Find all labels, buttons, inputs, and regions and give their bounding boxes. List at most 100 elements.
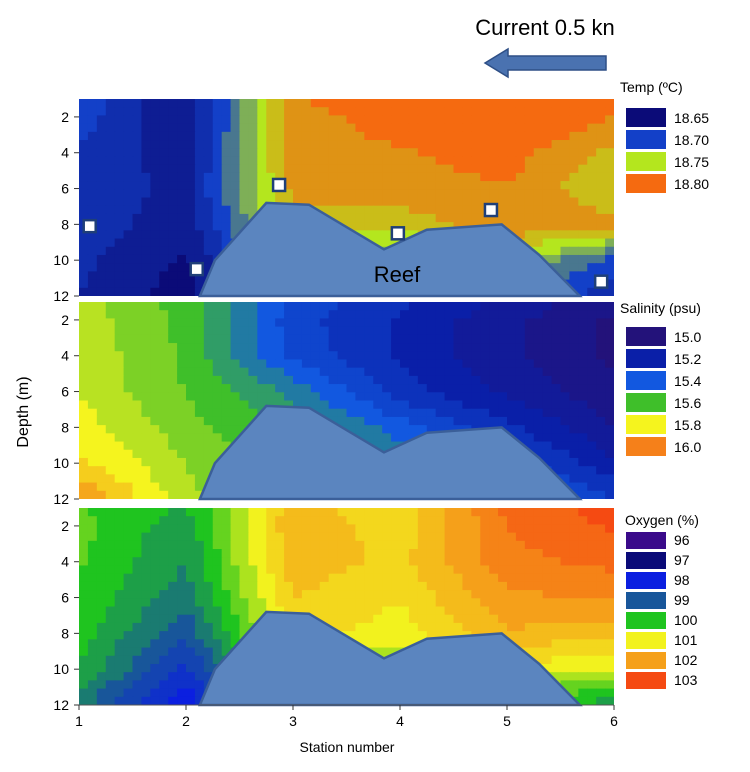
contour-cell [471, 622, 481, 632]
contour-cell [114, 663, 125, 673]
contour-cell [105, 230, 116, 240]
contour-cell [515, 140, 526, 149]
contour-cell [248, 107, 258, 117]
contour-cell [87, 614, 98, 624]
contour-cell [542, 359, 553, 369]
contour-cell [186, 246, 196, 256]
contour-cell [79, 598, 89, 608]
contour-cell [337, 131, 348, 141]
contour-cell [114, 287, 125, 296]
contour-cell [515, 639, 526, 649]
contour-cell [87, 457, 98, 467]
contour-cell [596, 441, 606, 451]
contour-cell [471, 400, 481, 410]
contour-cell [346, 408, 357, 418]
contour-cell [141, 172, 151, 182]
contour-cell [337, 181, 348, 190]
contour-cell [114, 688, 125, 698]
contour-cell [605, 189, 614, 199]
contour-cell [560, 246, 571, 256]
contour-cell [444, 557, 455, 567]
contour-cell [141, 263, 151, 272]
contour-cell [382, 131, 392, 141]
contour-cell [203, 384, 214, 393]
contour-cell [239, 197, 250, 207]
contour-cell [426, 549, 437, 558]
contour-cell [159, 524, 169, 534]
contour-cell [132, 384, 143, 393]
contour-cell [87, 549, 98, 558]
contour-cell [230, 164, 241, 174]
contour-cell [391, 99, 401, 108]
contour-cell [159, 302, 169, 311]
contour-cell [587, 384, 597, 393]
contour-cell [426, 189, 437, 199]
contour-cell [79, 392, 89, 402]
contour-cell [391, 140, 401, 149]
contour-cell [373, 573, 383, 583]
contour-cell [266, 334, 276, 344]
contour-cell [533, 302, 544, 311]
contour-cell [605, 425, 614, 434]
contour-cell [400, 614, 410, 624]
contour-cell [444, 375, 455, 385]
contour-cell [471, 334, 481, 344]
contour-cell [105, 573, 116, 583]
contour-cell [346, 524, 357, 534]
contour-cell [435, 197, 446, 207]
contour-cell [123, 696, 134, 705]
contour-cell [444, 222, 455, 231]
contour-cell [87, 400, 98, 410]
contour-cell [203, 655, 214, 665]
contour-cell [203, 246, 214, 256]
contour-cell [194, 598, 205, 608]
contour-cell [489, 565, 499, 575]
contour-cell [400, 590, 410, 599]
contour-cell [400, 205, 410, 215]
contour-cell [551, 140, 562, 149]
contour-cell [533, 532, 544, 542]
contour-cell [453, 351, 464, 361]
contour-cell [186, 189, 196, 199]
contour-cell [605, 123, 614, 133]
contour-cell [87, 359, 98, 369]
contour-cell [542, 254, 553, 264]
contour-cell [382, 557, 392, 567]
contour-cell [96, 614, 107, 624]
contour-cell [96, 131, 107, 141]
contour-cell [346, 326, 357, 336]
y-tick-label: 6 [61, 384, 69, 400]
contour-cell [194, 392, 205, 402]
contour-cell [560, 375, 571, 385]
contour-cell [79, 115, 89, 125]
contour-cell [605, 524, 614, 534]
contour-cell [257, 326, 267, 336]
contour-cell [105, 524, 116, 534]
contour-cell [578, 565, 588, 575]
contour-cell [400, 557, 410, 567]
contour-cell [105, 540, 116, 550]
contour-cell [391, 573, 401, 583]
contour-cell [132, 672, 143, 681]
contour-cell [355, 310, 365, 320]
contour-cell [194, 172, 205, 182]
contour-cell [551, 351, 562, 361]
contour-cell [123, 131, 134, 141]
contour-cell [123, 490, 134, 499]
contour-cell [212, 318, 223, 328]
contour-cell [551, 246, 562, 256]
contour-cell [364, 359, 374, 369]
contour-cell [168, 197, 178, 207]
contour-cell [417, 516, 428, 526]
contour-cell [471, 131, 481, 141]
contour-cell [186, 287, 196, 296]
contour-cell [194, 688, 205, 698]
contour-cell [515, 181, 526, 190]
contour-cell [408, 549, 419, 558]
contour-cell [203, 359, 214, 369]
contour-cell [480, 123, 490, 133]
contour-cell [212, 631, 223, 640]
contour-cell [560, 131, 571, 141]
contour-cell [168, 343, 178, 352]
contour-cell [239, 99, 250, 108]
